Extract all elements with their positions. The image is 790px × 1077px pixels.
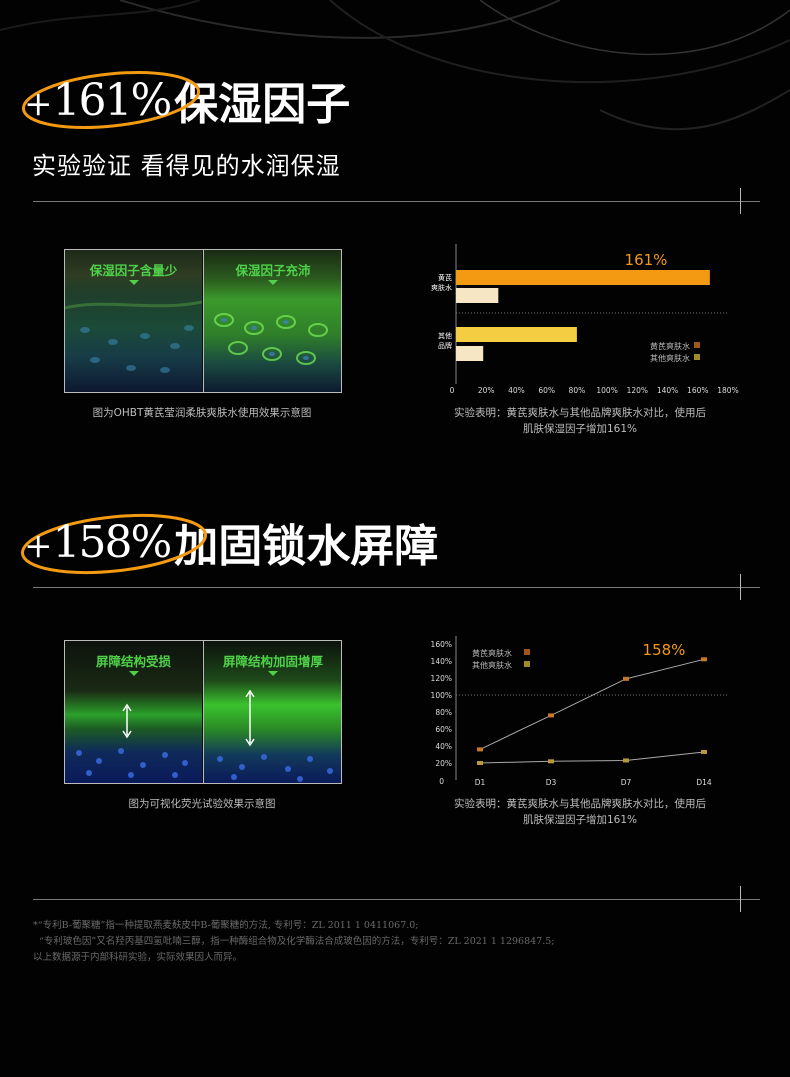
x-tick-label: 60% [538, 386, 555, 395]
series-point-1-1 [548, 759, 554, 764]
series-point-0-2 [623, 676, 629, 681]
y-tick-label: 60% [435, 725, 452, 734]
series-point-1-2 [623, 758, 629, 763]
caret-down-icon [268, 280, 278, 285]
series-line-0 [479, 658, 705, 750]
section2-divider-tick [740, 574, 741, 600]
micro2-left-panel: 屏障结构受损 [65, 641, 202, 783]
orange-ellipse-icon [20, 513, 208, 575]
section1-divider-tick [740, 188, 741, 214]
category-label: 品牌 [438, 341, 452, 350]
micro-right-panel: 保湿因子充沛 [203, 250, 341, 392]
section1-title: 保湿因子 [174, 79, 351, 130]
section2-note-line2: 肌肤保湿因子增加161% [522, 814, 638, 826]
x-tick-label: 20% [478, 386, 495, 395]
y-tick-label: 40% [435, 742, 452, 751]
legend-label: 黄芪爽肤水 [650, 341, 690, 351]
y-tick-label: 140% [431, 657, 452, 666]
series-point-1-0 [477, 761, 483, 765]
section1-hero: +161% 保湿因子 [21, 68, 351, 132]
category-label: 其他 [438, 331, 452, 340]
y-tick-label: 160% [431, 640, 452, 649]
section2-hero: +158% 加固锁水屏障 [20, 510, 439, 575]
x-tick-label: 0 [450, 386, 455, 395]
x-tick-label: 40% [508, 386, 525, 395]
cells2-image-left [76, 703, 188, 778]
section1-micro-caption: 图为OHBT黄芪莹润柔肤爽肤水使用效果示意图 [92, 407, 312, 419]
line-annotation: 158% [643, 641, 686, 659]
micro-left-panel: 保湿因子含量少 [65, 250, 202, 392]
micro2-right-label: 屏障结构加固增厚 [222, 654, 323, 669]
x-tick-label: 160% [687, 386, 708, 395]
section2-title: 加固锁水屏障 [174, 521, 439, 572]
legend-swatch [524, 661, 530, 667]
category-label: 黄芪 [438, 273, 452, 282]
orange-ellipse-icon [21, 71, 201, 129]
footer-divider [33, 899, 760, 900]
micro-left-label: 保湿因子含量少 [89, 263, 178, 278]
legend-swatch [524, 649, 530, 655]
series-point-1-3 [701, 749, 707, 754]
y-tick-label: 0 [439, 777, 444, 786]
section1-note-line2: 肌肤保湿因子增加161% [522, 423, 638, 435]
series-line-1 [479, 751, 705, 764]
cells2-image-right [217, 689, 333, 782]
section1-note-line1: 实验表明：黄芪爽肤水与其他品牌爽肤水对比，使用后 [454, 407, 706, 419]
x-tick-label: 120% [627, 386, 648, 395]
bar-1-0 [456, 288, 499, 303]
cells-image-right [214, 313, 328, 365]
background-swirl [0, 0, 790, 131]
footnote-line1: *“专利B-葡聚糖”指一种提取燕麦麸皮中B-葡聚糖的方法, 专利号：ZL 201… [33, 920, 419, 931]
micro-right-label: 保湿因子充沛 [235, 263, 311, 278]
x-tick-label: 100% [596, 386, 617, 395]
bar-annotation: 161% [625, 251, 668, 269]
section2-note: 实验表明：黄芪爽肤水与其他品牌爽肤水对比，使用后 肌肤保湿因子增加161% [420, 796, 740, 828]
footer-divider-tick [740, 886, 741, 912]
section2-line-chart: 0 20% 40% 60% 80% 100% 120% 140% 160% D1 D3 D7 D14 15… [431, 636, 728, 787]
x-tick-label: D1 [475, 778, 486, 787]
x-tick-label: D14 [696, 778, 712, 787]
micro2-right-panel: 屏障结构加固增厚 [203, 641, 341, 783]
x-tick-label: 180% [717, 386, 738, 395]
footnote: *“专利B-葡聚糖”指一种提取燕麦麸皮中B-葡聚糖的方法, 专利号：ZL 201… [33, 918, 554, 966]
section2-micro-caption: 图为可视化荧光试验效果示意图 [128, 798, 276, 810]
category-label: 爽肤水 [431, 283, 452, 292]
y-tick-label: 100% [431, 691, 452, 700]
section1-note: 实验表明：黄芪爽肤水与其他品牌爽肤水对比，使用后 肌肤保湿因子增加161% [420, 405, 740, 437]
x-tick-label: D3 [546, 778, 557, 787]
x-tick-label: 80% [569, 386, 586, 395]
bar-1-1 [456, 346, 484, 361]
series-point-0-3 [701, 657, 707, 662]
micro2-left-label: 屏障结构受损 [95, 654, 171, 669]
y-tick-label: 120% [431, 674, 452, 683]
cells-image-left [65, 300, 202, 373]
section1-percent: +161% [24, 74, 172, 126]
footnote-line2: “专利玻色因”又名羟丙基四氢吡喃三醇，指一种酶组合物及化学酶法合成玻色因的方法，… [39, 936, 555, 947]
legend-swatch [694, 342, 700, 348]
x-tick-label: D7 [621, 778, 632, 787]
bar-0-0 [456, 270, 710, 285]
footnote-line3: 以上数据源于内部科研实验，实际效果因人而异。 [33, 952, 243, 963]
section2-note-line1: 实验表明：黄芪爽肤水与其他品牌爽肤水对比，使用后 [454, 798, 706, 810]
series-point-0-1 [548, 713, 554, 718]
section1-divider [33, 201, 760, 202]
caret-down-icon [128, 280, 139, 285]
caret-down-icon [268, 671, 278, 676]
bar-0-1 [456, 327, 577, 342]
legend-label: 其他爽肤水 [472, 660, 512, 670]
caret-down-icon [128, 671, 139, 676]
legend-swatch [694, 354, 700, 360]
y-tick-label: 80% [435, 708, 452, 717]
section2-percent: +158% [24, 516, 172, 568]
section1-subtitle: 实验验证 看得见的水润保湿 [32, 152, 341, 180]
x-tick-label: 140% [657, 386, 678, 395]
section2-micrograph: 屏障结构受损 屏障结构加固增厚 [64, 640, 342, 784]
legend-label: 黄芪爽肤水 [472, 648, 512, 658]
legend-label: 其他爽肤水 [650, 353, 690, 363]
section2-divider [33, 587, 760, 588]
y-tick-label: 20% [435, 759, 452, 768]
series-point-0-0 [477, 747, 483, 752]
section1-micrograph: 保湿因子含量少 保湿因子充沛 [64, 249, 342, 393]
